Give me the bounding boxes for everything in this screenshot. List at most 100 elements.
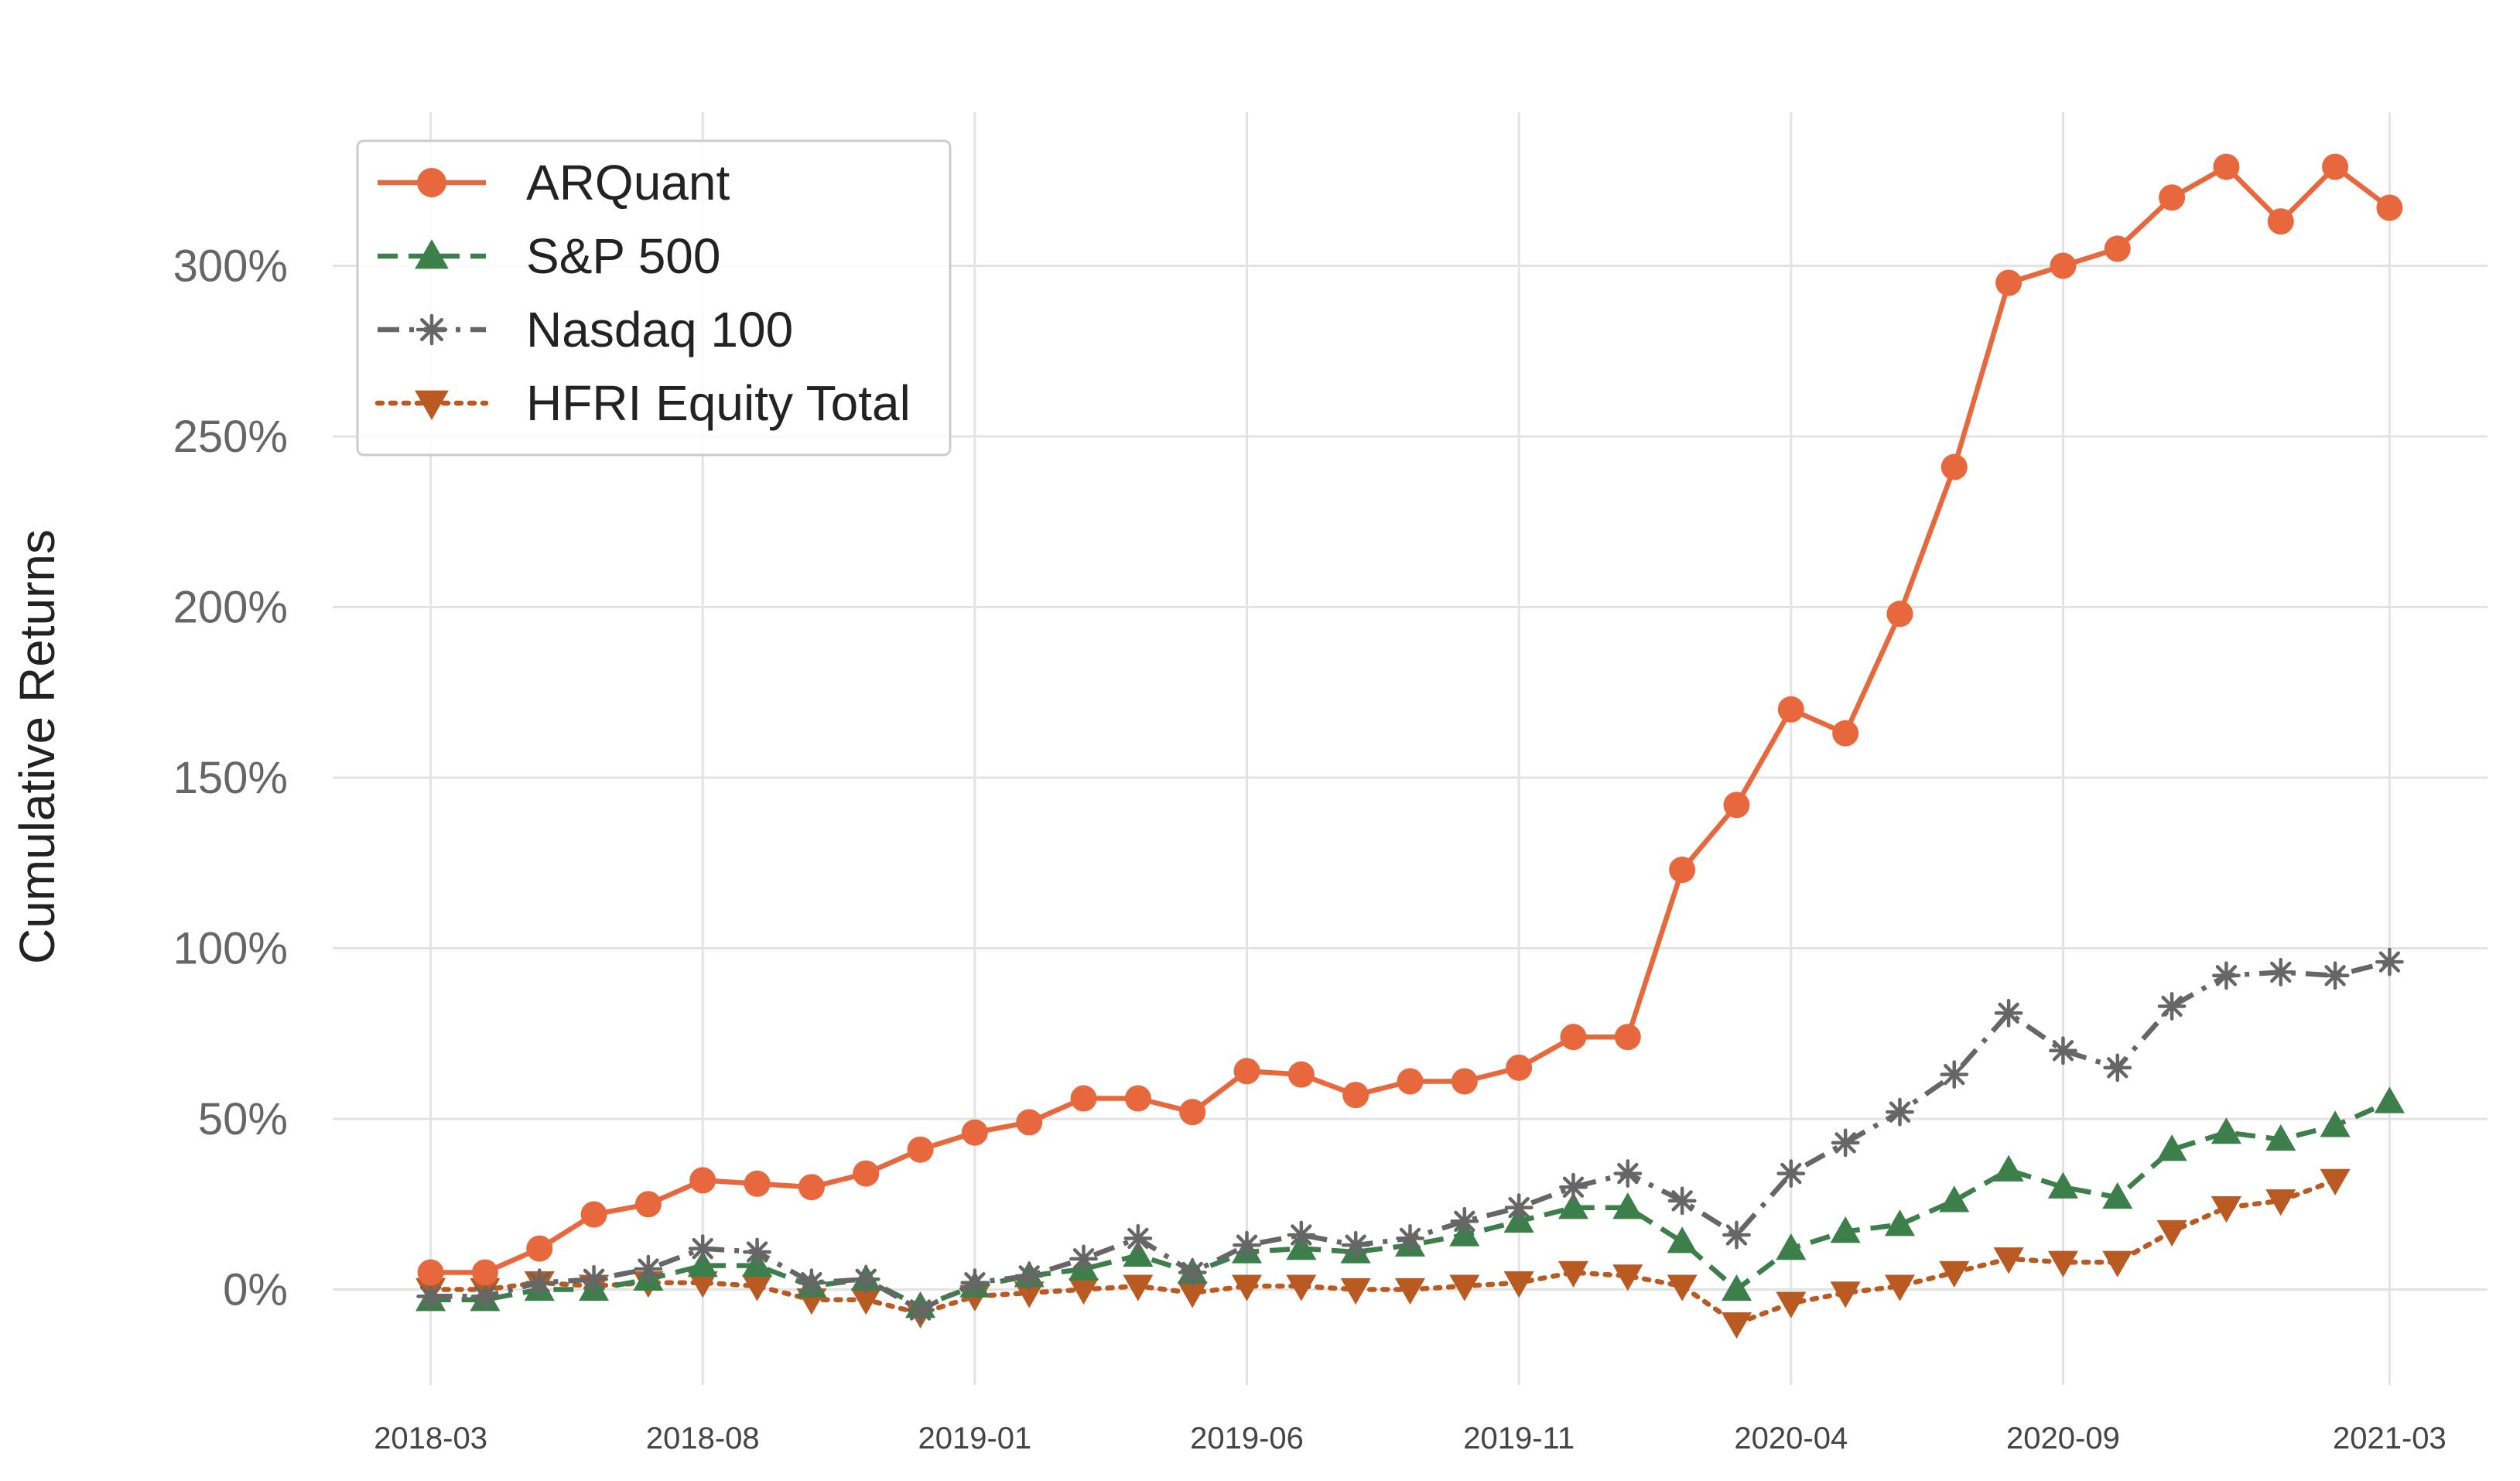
- data-point: [1557, 1192, 1589, 1219]
- data-point: [907, 1136, 934, 1163]
- data-point: [1777, 696, 1804, 723]
- data-point: [1557, 1260, 1589, 1288]
- y-tick-label: 300%: [173, 241, 288, 291]
- data-point: [1069, 1244, 1098, 1274]
- data-point: [1504, 1193, 1534, 1223]
- x-tick-label: 2020-09: [2006, 1421, 2120, 1455]
- x-tick-label: 2021-03: [2333, 1421, 2446, 1455]
- data-point: [1612, 1264, 1643, 1291]
- data-point: [1667, 1226, 1698, 1254]
- data-point: [1014, 1261, 1044, 1291]
- y-tick-label: 200%: [173, 582, 288, 632]
- data-point: [850, 1288, 881, 1315]
- legend-label: ARQuant: [526, 155, 730, 210]
- series-nasdaq-100: [416, 947, 2404, 1325]
- data-point: [906, 1295, 935, 1325]
- y-axis-ticks: 0% 50% 100% 150% 200% 250% 300%: [173, 241, 288, 1315]
- data-point: [1886, 600, 1913, 628]
- data-point: [797, 1268, 826, 1298]
- data-point: [2102, 1250, 2133, 1277]
- data-point: [2049, 1036, 2077, 1065]
- data-point: [1287, 1061, 1315, 1088]
- data-point: [1830, 1216, 1861, 1243]
- data-point: [1831, 1128, 1860, 1158]
- y-tick-label: 50%: [198, 1094, 288, 1144]
- data-point: [2156, 1219, 2187, 1247]
- y-axis-label: Cumulative Returns: [9, 529, 65, 964]
- data-point: [525, 1268, 554, 1298]
- data-point: [1178, 1258, 1207, 1287]
- data-point: [798, 1174, 825, 1201]
- data-point: [1667, 1274, 1698, 1301]
- data-point: [2047, 1250, 2078, 1277]
- data-point: [1340, 1277, 1371, 1305]
- data-point: [2267, 208, 2294, 235]
- y-tick-label: 250%: [173, 412, 288, 462]
- series-hfri-equity-total: [415, 1168, 2351, 1339]
- data-point: [1068, 1277, 1099, 1305]
- data-point: [1940, 1060, 1969, 1089]
- data-point: [1123, 1274, 1154, 1301]
- data-point: [580, 1201, 607, 1228]
- data-point: [1231, 1274, 1263, 1301]
- x-tick-label: 2020-04: [1734, 1421, 1848, 1455]
- data-point: [1832, 720, 1859, 747]
- series-line: [428, 1178, 2338, 1326]
- data-point: [1722, 1220, 1751, 1250]
- legend-marker: [415, 390, 449, 420]
- data-point: [1939, 1260, 1970, 1288]
- data-point: [580, 1264, 608, 1294]
- data-point: [1721, 1312, 1752, 1339]
- data-point: [1397, 1068, 1424, 1095]
- data-point: [416, 1281, 445, 1311]
- data-point: [1721, 1274, 1752, 1301]
- data-point: [1830, 1281, 1861, 1308]
- data-point: [2157, 992, 2187, 1021]
- data-point: [1341, 1230, 1370, 1260]
- data-point: [2213, 153, 2240, 180]
- data-point: [1559, 1172, 1588, 1202]
- data-point: [688, 1234, 717, 1263]
- y-tick-label: 0%: [223, 1265, 288, 1315]
- data-point: [2104, 235, 2131, 262]
- legend-marker: [415, 239, 449, 269]
- data-point: [1450, 1206, 1479, 1236]
- data-point: [2376, 194, 2403, 221]
- data-point: [1070, 1085, 1097, 1112]
- data-point: [743, 1237, 771, 1267]
- x-tick-label: 2019-06: [1190, 1421, 1304, 1455]
- data-point: [853, 1160, 880, 1187]
- series-line: [430, 959, 2391, 1313]
- legend-item: HFRI Equity Total: [374, 375, 911, 431]
- series-layer: [415, 153, 2405, 1339]
- data-point: [1449, 1274, 1480, 1301]
- data-point: [1613, 1159, 1643, 1188]
- data-point: [1014, 1281, 1045, 1308]
- legend-marker: [417, 168, 446, 197]
- legend-label: HFRI Equity Total: [526, 375, 911, 431]
- data-point: [2047, 1171, 2078, 1199]
- data-point: [1179, 1099, 1206, 1126]
- x-tick-label: 2019-01: [918, 1421, 1031, 1455]
- data-point: [417, 1259, 444, 1286]
- data-point: [1394, 1277, 1426, 1305]
- data-point: [689, 1167, 716, 1194]
- data-point: [2103, 1053, 2132, 1083]
- data-point: [1396, 1223, 1424, 1253]
- x-axis-ticks: 2018-03 2018-08 2019-01 2019-06 2019-11 2020-…: [374, 1421, 2446, 1455]
- x-tick-label: 2018-08: [646, 1421, 760, 1455]
- legend-marker: [415, 313, 448, 346]
- data-point: [1342, 1082, 1369, 1109]
- data-point: [1287, 1220, 1316, 1250]
- data-point: [470, 1281, 500, 1311]
- data-point: [1667, 1186, 1697, 1216]
- data-point: [2265, 1124, 2296, 1151]
- data-point: [1723, 792, 1750, 819]
- data-point: [1612, 1192, 1643, 1219]
- x-tick-label: 2019-11: [1463, 1421, 1575, 1455]
- data-point: [961, 1119, 988, 1146]
- data-point: [1884, 1209, 1916, 1236]
- data-point: [1776, 1291, 1807, 1319]
- data-point: [2320, 1168, 2351, 1195]
- data-point: [1776, 1159, 1806, 1188]
